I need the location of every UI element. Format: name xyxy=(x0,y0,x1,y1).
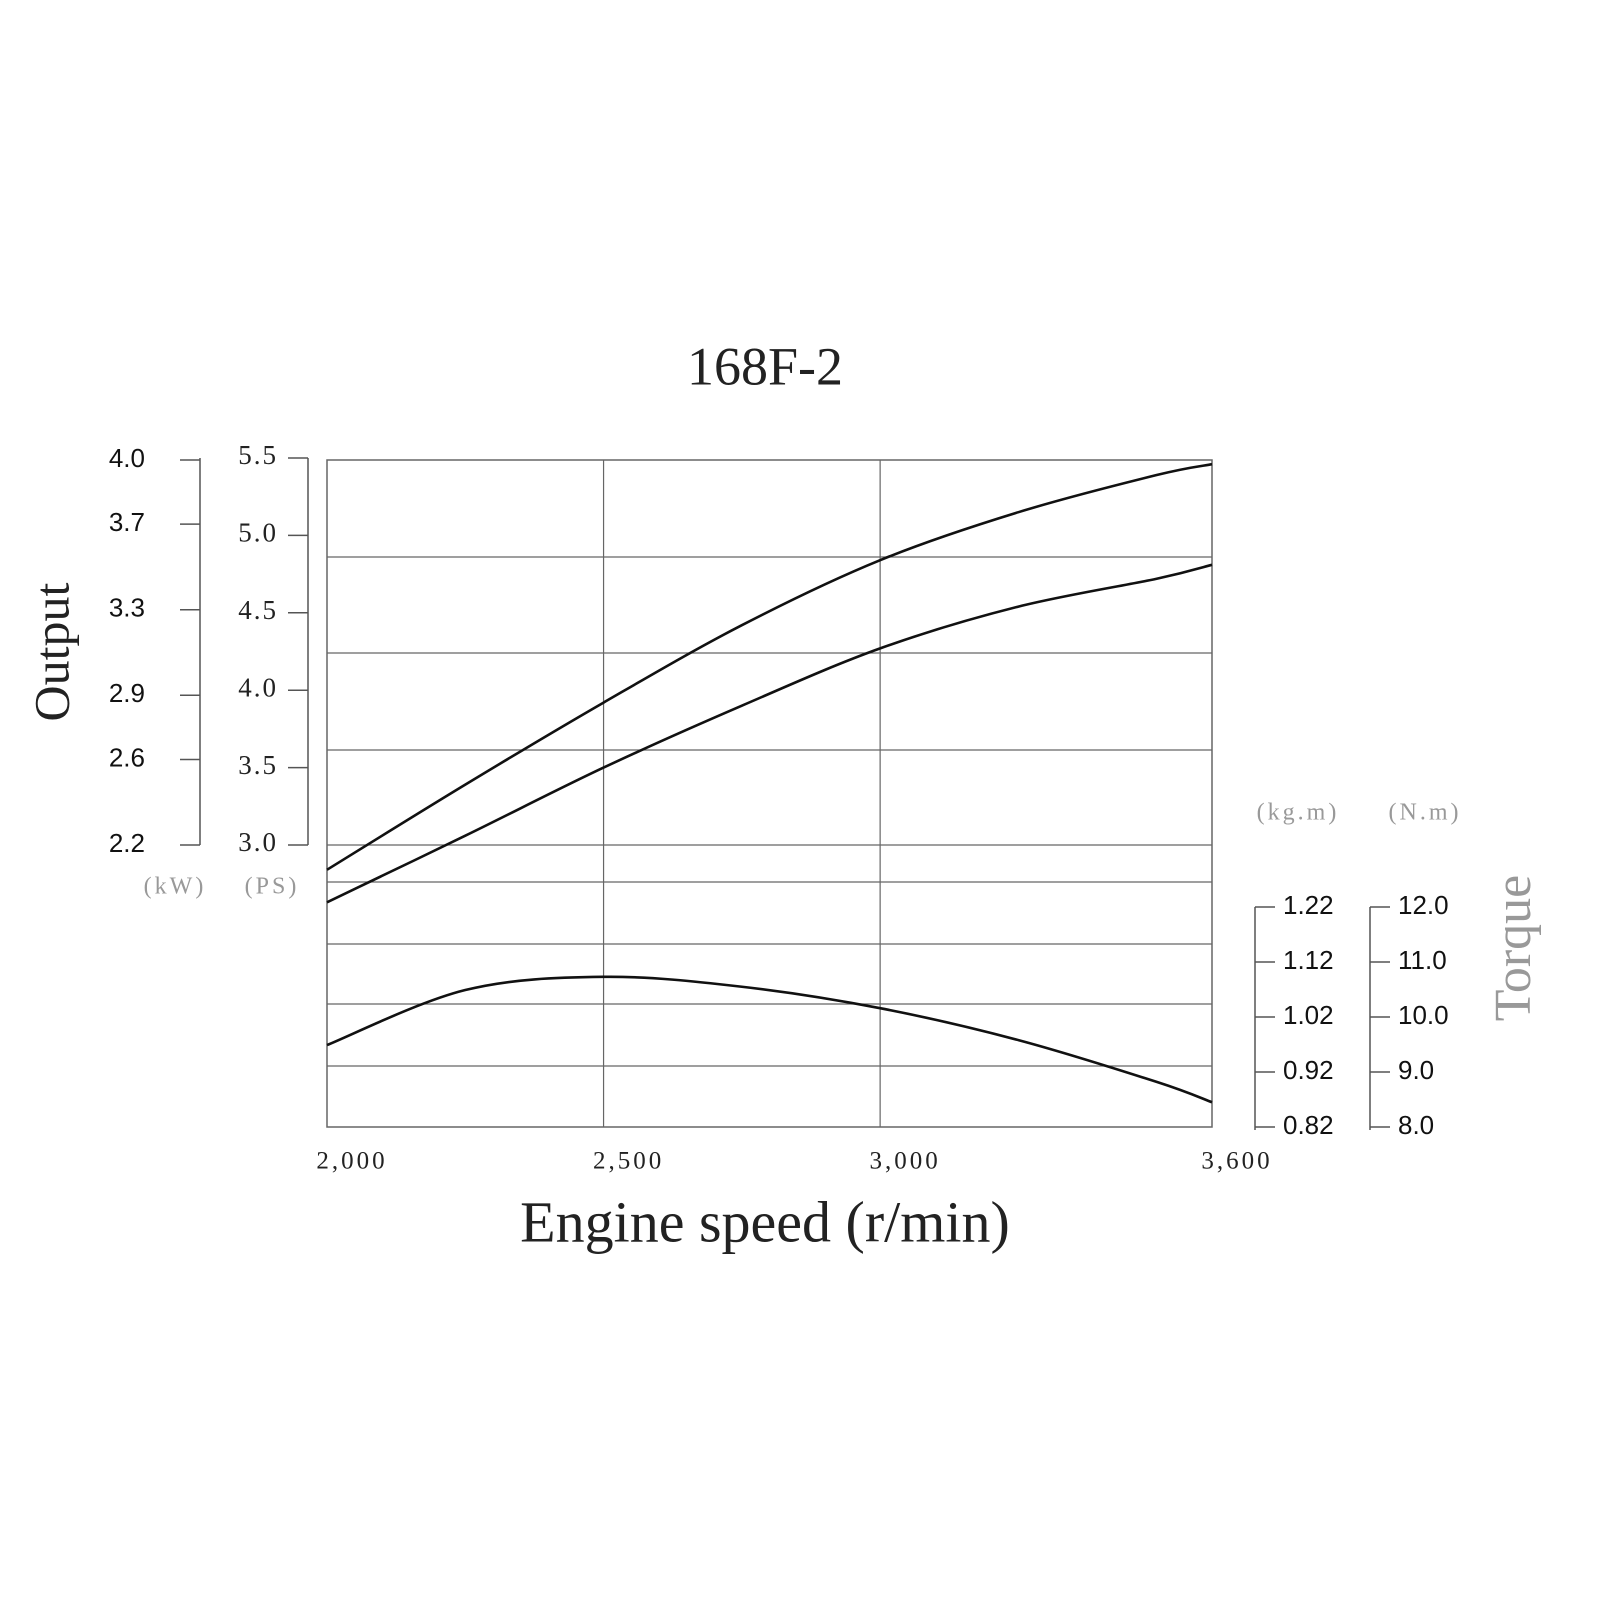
y-tick-label: 1.12 xyxy=(1283,945,1334,975)
y-tick-label: 10.0 xyxy=(1398,1000,1449,1030)
y-tick-label: 11.0 xyxy=(1398,945,1447,975)
chart-title: 168F-2 xyxy=(687,336,843,396)
nm-unit: (N.m) xyxy=(1389,800,1462,826)
ps-unit: (PS) xyxy=(245,874,300,900)
x-tick-label: 2,000 xyxy=(316,1148,387,1175)
y-axis-label: Output xyxy=(23,582,79,721)
y-tick-label: 1.02 xyxy=(1283,1000,1334,1030)
y-tick-label: 3.3 xyxy=(109,593,145,623)
plot-frame xyxy=(326,459,1213,1128)
y-tick-label: 5.5 xyxy=(238,440,278,470)
y-tick-label: 4.0 xyxy=(238,672,278,702)
series-line xyxy=(326,563,1213,904)
y-tick-label: 12.0 xyxy=(1398,890,1449,920)
y-tick-label: 2.6 xyxy=(109,742,145,772)
y-tick-label: 5.0 xyxy=(238,518,278,548)
series-line xyxy=(326,975,1213,1104)
series-line xyxy=(326,462,1213,871)
kw-unit: (kW) xyxy=(144,874,207,900)
y-tick-label: 0.82 xyxy=(1283,1110,1334,1140)
y-tick-label: 0.92 xyxy=(1283,1055,1334,1085)
y-tick-label: 8.0 xyxy=(1398,1110,1434,1140)
y-tick-label: 4.5 xyxy=(238,595,278,625)
x-tick-label: 2,500 xyxy=(593,1148,664,1175)
y-tick-label: 2.9 xyxy=(109,678,145,708)
y-tick-label: 2.2 xyxy=(109,828,145,858)
grid xyxy=(326,459,1213,1128)
y2-axis-label: Torque xyxy=(1485,875,1542,1022)
x-tick-label: 3,600 xyxy=(1201,1148,1272,1175)
y-tick-label: 9.0 xyxy=(1398,1055,1434,1085)
y-tick-label: 4.0 xyxy=(109,443,145,473)
y-tick-label: 3.5 xyxy=(238,750,278,780)
y-tick-label: 3.7 xyxy=(109,507,145,537)
x-tick-label: 3,000 xyxy=(870,1148,941,1175)
kgm-unit: (kg.m) xyxy=(1257,800,1340,826)
y-tick-label: 3.0 xyxy=(238,827,278,857)
x-axis-label: Engine speed (r/min) xyxy=(520,1189,1010,1254)
y-tick-label: 1.22 xyxy=(1283,890,1334,920)
